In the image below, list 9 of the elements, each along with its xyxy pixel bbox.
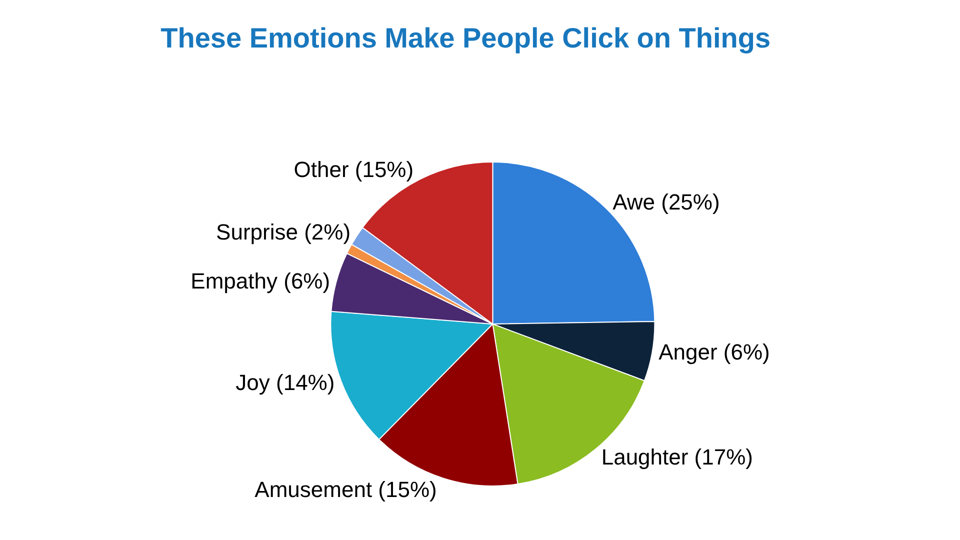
slice-label: Awe (25%) xyxy=(612,190,720,215)
slice-label: Joy (14%) xyxy=(236,370,335,395)
chart-title: These Emotions Make People Click on Things xyxy=(160,22,771,54)
slice-label: Other (15%) xyxy=(294,156,414,182)
slice-label: Anger (6%) xyxy=(658,339,770,364)
slice-label: Empathy (6%) xyxy=(190,268,330,294)
slice-label: Surprise (2%) xyxy=(216,220,351,245)
slice-label: Amusement (15%) xyxy=(254,477,437,502)
slice-label: Laughter (17%) xyxy=(601,444,753,470)
